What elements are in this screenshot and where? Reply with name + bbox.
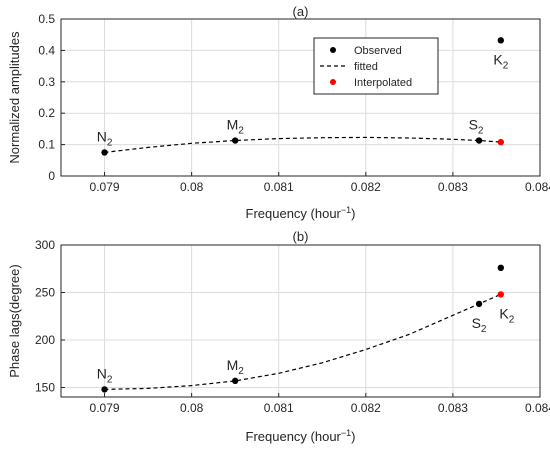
series-line-fitted [104, 293, 502, 390]
axes-box [60, 244, 541, 398]
data-point-observed [231, 137, 239, 144]
legend-label-observed: Observed [354, 45, 402, 57]
data-point-interpolated [497, 291, 505, 298]
point-label-s2: S2 [469, 117, 484, 137]
x-tick-label: 0.083 [438, 180, 468, 194]
point-label-m2: M2 [227, 357, 245, 377]
data-point-observed [497, 37, 505, 44]
y-axis-label: Normalized amplitudes [7, 31, 22, 164]
x-tick-label: 0.079 [90, 180, 120, 194]
point-label-n2: N2 [97, 128, 113, 148]
chart-title: (b) [293, 229, 309, 244]
plot-area [61, 19, 540, 176]
y-tick-label: 0.5 [38, 12, 55, 26]
chart-title: (a) [293, 4, 309, 19]
legend-marker-observed [330, 47, 336, 53]
y-tick-label: 0.1 [38, 138, 55, 152]
x-tick-label: 0.084 [525, 180, 550, 194]
x-tick-label: 0.081 [264, 401, 294, 415]
y-tick-label: 0.4 [38, 43, 55, 57]
point-label-k2: K2 [499, 305, 514, 325]
legend-label-fitted: fitted [354, 61, 378, 73]
y-axis-label: Phase lags(degree) [7, 264, 22, 377]
data-point-observed [497, 264, 505, 271]
legend-label-interpolated: Interpolated [354, 77, 412, 89]
data-point-observed [475, 300, 483, 308]
x-tick-label: 0.079 [90, 401, 120, 415]
x-tick-label: 0.08 [180, 401, 204, 415]
data-point-interpolated [497, 138, 505, 146]
x-tick-label: 0.081 [264, 180, 294, 194]
axes-box [60, 18, 541, 177]
y-tick-label: 0 [48, 169, 55, 183]
data-point-observed [475, 137, 483, 144]
chart-panel-a: 0.079 0.08 0.081 0.082 0.083 0.084 0 0.1 0.2 0.3 0… [7, 4, 550, 221]
point-label-k2: K2 [493, 51, 508, 71]
legend: Observed fitted Interpolated [313, 37, 439, 95]
legend-marker-interpolated [330, 79, 336, 85]
chart-panel-b: 0.079 0.08 0.081 0.082 0.083 0.084 150 200 250 30… [7, 229, 550, 444]
point-label-s2: S2 [472, 315, 487, 335]
data-point-observed [101, 149, 108, 156]
point-label-m2: M2 [227, 117, 245, 137]
x-tick-label: 0.082 [351, 401, 381, 415]
y-tick-label: 0.3 [38, 75, 55, 89]
data-point-observed [101, 386, 108, 393]
data-point-observed [231, 377, 239, 385]
series-line-fitted [104, 136, 501, 153]
x-tick-label: 0.082 [351, 180, 381, 194]
y-tick-label: 150 [35, 381, 55, 395]
point-label-n2: N2 [97, 365, 113, 385]
x-tick-label: 0.083 [438, 401, 468, 415]
x-tick-label: 0.08 [180, 180, 204, 194]
x-axis-label: Frequency (hour−1) [246, 205, 356, 221]
x-axis-label: Frequency (hour−1) [246, 428, 356, 444]
y-tick-label: 250 [35, 286, 55, 300]
y-tick-label: 0.2 [38, 106, 55, 120]
x-tick-label: 0.084 [525, 401, 550, 415]
y-tick-label: 200 [35, 333, 55, 347]
plot-area [61, 245, 540, 397]
y-tick-label: 300 [35, 238, 55, 252]
